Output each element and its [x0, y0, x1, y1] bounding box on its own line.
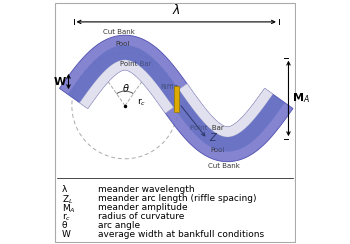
Text: meander amplitude: meander amplitude [98, 203, 187, 212]
Text: radius of curvature: radius of curvature [98, 212, 184, 221]
Text: arc angle: arc angle [98, 221, 140, 230]
Text: meander wavelength: meander wavelength [98, 185, 194, 194]
Bar [174, 86, 179, 112]
Text: W: W [54, 77, 66, 87]
Text: r$_c$: r$_c$ [137, 96, 146, 108]
Text: M$_A$: M$_A$ [62, 203, 75, 215]
Text: Point  Bar: Point Bar [190, 125, 224, 131]
Polygon shape [79, 60, 174, 113]
Text: θ: θ [62, 221, 67, 230]
Text: average width at bankfull conditions: average width at bankfull conditions [98, 230, 264, 239]
Text: Cut Bank: Cut Bank [208, 163, 240, 169]
Text: Riffle: Riffle [160, 84, 178, 90]
Polygon shape [68, 45, 285, 152]
Text: Point Bar: Point Bar [119, 61, 151, 67]
Text: Pool: Pool [116, 41, 130, 47]
Text: Z: Z [209, 133, 216, 143]
Polygon shape [179, 84, 273, 137]
Text: Cut Bank: Cut Bank [103, 29, 135, 35]
Polygon shape [60, 35, 293, 162]
Text: meander arc length (riffle spacing): meander arc length (riffle spacing) [98, 194, 256, 203]
Text: M$_A$: M$_A$ [292, 92, 310, 105]
Text: λ: λ [173, 4, 180, 17]
Text: r$_c$: r$_c$ [62, 212, 71, 223]
Text: θ: θ [123, 84, 129, 94]
Text: λ: λ [62, 185, 67, 194]
Text: Pool: Pool [210, 147, 225, 153]
Text: Z$_L$: Z$_L$ [62, 194, 73, 206]
Text: W: W [62, 230, 70, 239]
